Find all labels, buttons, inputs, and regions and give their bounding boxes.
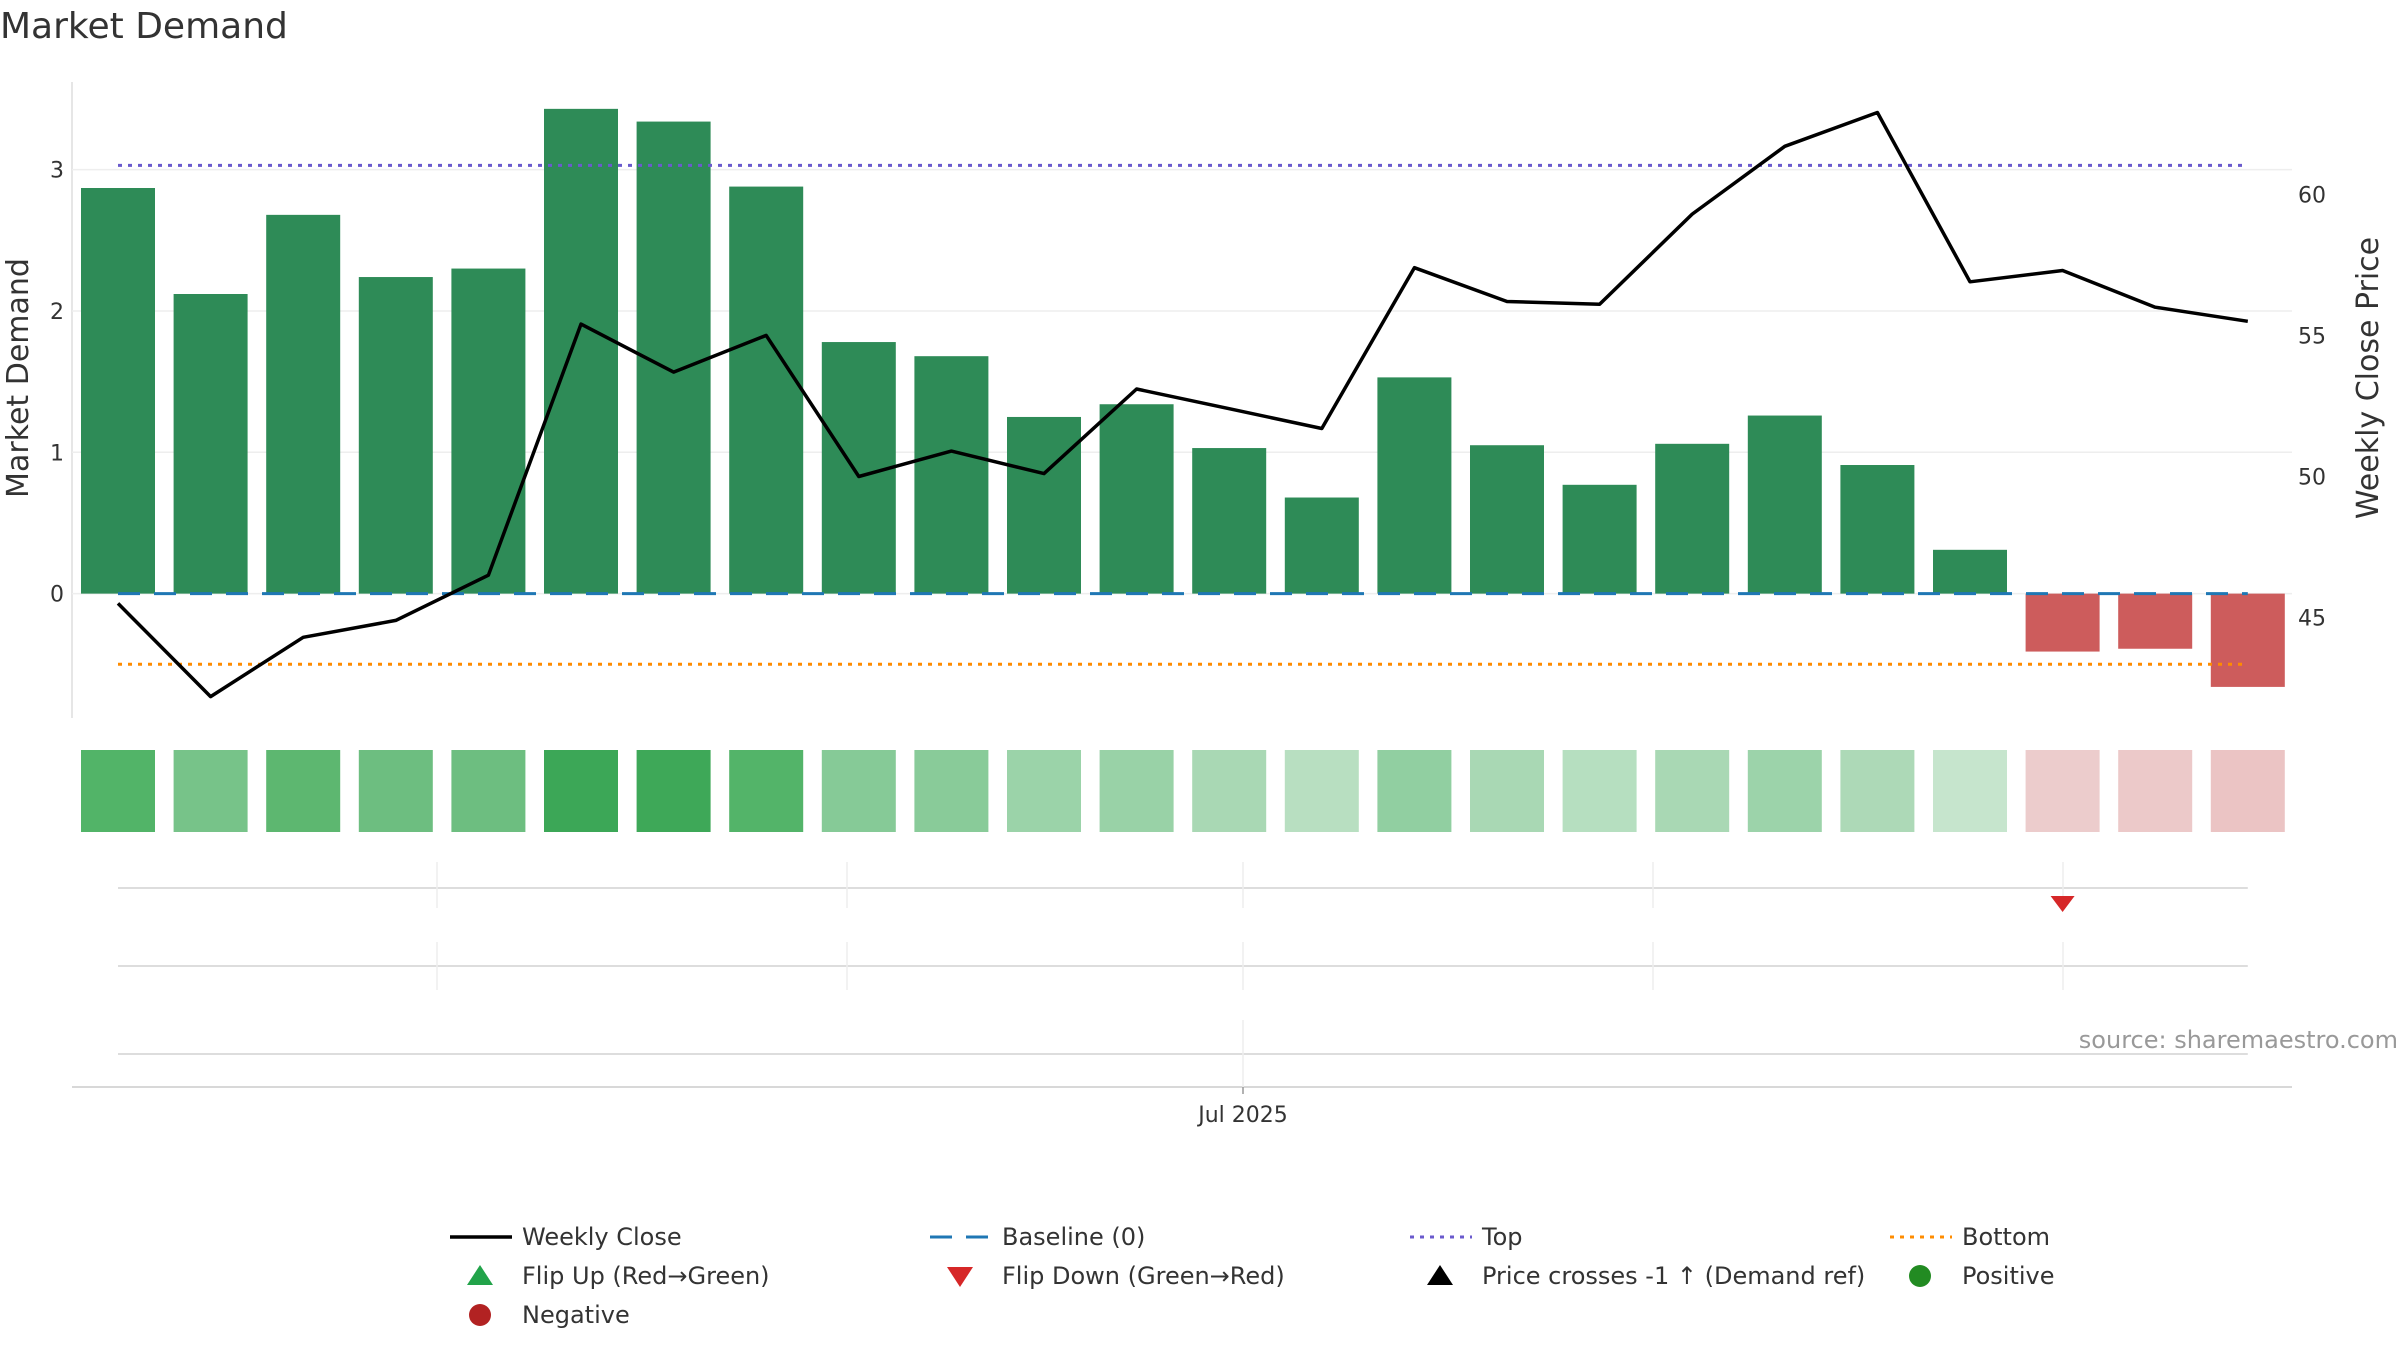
heat-cell — [729, 750, 804, 832]
demand-bar — [1562, 484, 1637, 594]
demand-bar — [2118, 593, 2193, 649]
legend-swatch-triangle-down — [947, 1267, 973, 1287]
demand-bar — [358, 277, 433, 594]
demand-bar — [2025, 593, 2100, 652]
heat-cell — [2025, 750, 2100, 832]
y-tick-label: 3 — [50, 159, 64, 184]
event-panels: Jul 2025 — [118, 862, 2248, 1128]
legend-label: Price crosses -1 ↑ (Demand ref) — [1482, 1262, 1865, 1290]
legend-swatch-circle — [469, 1304, 491, 1326]
heat-cell — [358, 750, 433, 832]
heat-cell — [1470, 750, 1544, 832]
y2-tick-label: 60 — [2298, 183, 2326, 208]
legend-label: Positive — [1962, 1262, 2055, 1290]
heat-cell — [1099, 750, 1174, 832]
heat-cell — [544, 750, 618, 832]
legend-label: Negative — [522, 1301, 630, 1329]
flip-down-marker — [2050, 896, 2075, 912]
demand-bar — [451, 268, 526, 594]
demand-bar — [1192, 448, 1267, 594]
heat-cell — [1192, 750, 1267, 832]
y2-tick-label: 50 — [2298, 465, 2326, 490]
demand-bar — [1099, 404, 1174, 594]
legend-label: Bottom — [1962, 1223, 2050, 1251]
x-tick-label: Jul 2025 — [1196, 1103, 1288, 1128]
heat-cell — [1007, 750, 1081, 832]
y2-tick-label: 45 — [2298, 607, 2326, 632]
heat-cell — [1377, 750, 1452, 832]
legend-label: Weekly Close — [522, 1223, 682, 1251]
source-credit: source: sharemaestro.com — [2079, 1026, 2398, 1054]
heat-cell — [173, 750, 248, 832]
heat-cell — [1284, 750, 1359, 832]
weekly-close-line — [116, 110, 2249, 699]
legend-label: Top — [1481, 1223, 1523, 1251]
heat-cell — [1840, 750, 1915, 832]
demand-bar — [914, 356, 989, 594]
legend-label: Baseline (0) — [1002, 1223, 1145, 1251]
demand-bar — [1747, 415, 1822, 594]
heat-cell — [2210, 750, 2285, 832]
heat-cell — [1933, 750, 2007, 832]
demand-bar — [1007, 416, 1081, 594]
demand-bar — [1470, 445, 1544, 594]
heat-cell — [2118, 750, 2193, 832]
heat-cell — [914, 750, 989, 832]
demand-bar — [173, 294, 248, 594]
y2-axis-title: Weekly Close Price — [2351, 237, 2386, 519]
heat-strip — [81, 750, 2285, 832]
y-tick-label: 1 — [50, 441, 64, 466]
y2-tick-label: 55 — [2298, 324, 2326, 349]
heat-cell — [1747, 750, 1822, 832]
y-axis-title: Market Demand — [1, 258, 36, 498]
demand-bar — [1840, 465, 1915, 594]
demand-bar — [1655, 443, 1730, 594]
legend-swatch-triangle-up — [467, 1265, 493, 1285]
y-tick-label: 2 — [50, 300, 64, 325]
demand-bar — [81, 188, 155, 594]
y-tick-label: 0 — [50, 583, 64, 608]
legend: Weekly Close Baseline (0) Top Bottom Flip Up… — [450, 1223, 2055, 1329]
chart-title: Market Demand — [0, 6, 288, 47]
legend-swatch-circle — [1909, 1265, 1931, 1287]
heat-cell — [821, 750, 896, 832]
legend-label: Flip Down (Green→Red) — [1002, 1262, 1285, 1290]
demand-panel: 3 2 1 0 60 55 50 45 — [50, 82, 2326, 1088]
heat-cell — [81, 750, 155, 832]
demand-bar — [821, 342, 896, 594]
heat-cell — [1655, 750, 1730, 832]
legend-swatch-triangle-up — [1427, 1265, 1453, 1285]
demand-bar — [1377, 377, 1452, 594]
heat-cell — [266, 750, 341, 832]
demand-bar — [266, 214, 341, 594]
heat-cell — [636, 750, 711, 832]
legend-label: Flip Up (Red→Green) — [522, 1262, 770, 1290]
heat-cell — [1562, 750, 1637, 832]
demand-bar — [1284, 497, 1359, 594]
heat-cell — [451, 750, 526, 832]
demand-bar — [544, 108, 618, 594]
demand-bar — [1933, 549, 2007, 594]
demand-bar — [729, 186, 804, 594]
demand-bar — [2210, 593, 2285, 687]
